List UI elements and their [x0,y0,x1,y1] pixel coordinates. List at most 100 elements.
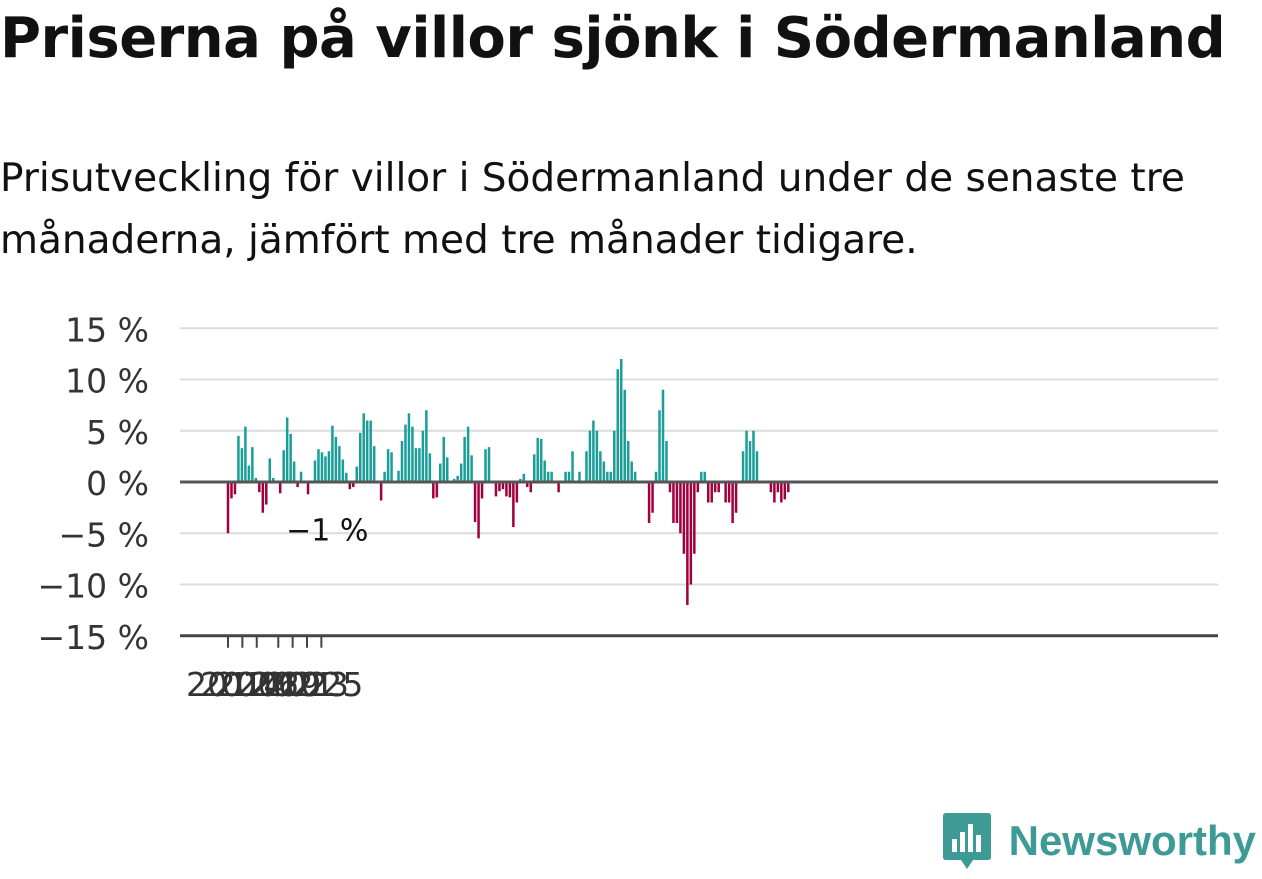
bar [689,482,693,585]
y-tick-label: 5 % [86,413,149,452]
bar [713,482,717,493]
bar [773,482,776,503]
bar [710,482,713,503]
bar [237,435,240,482]
bar [456,475,459,482]
y-tick-label: 15 % [65,310,149,349]
bar [745,430,748,482]
bar [352,482,355,488]
bar [498,482,501,492]
brand-logo: Newsworthy [942,813,1256,869]
bar [247,465,251,482]
bar [334,436,338,482]
bar [306,482,310,495]
bar [327,451,331,482]
bar [240,448,244,482]
bar [439,463,442,482]
bar [313,460,317,482]
bar [345,472,348,482]
bar-chart: 15 % 10 % 5 % 0 % −5 % −10 % −15 % 201220142016… [38,310,1218,704]
bar [741,451,745,482]
bar [679,482,682,534]
bar [532,454,536,482]
bar [585,451,588,482]
bar [233,482,237,495]
bar [536,437,539,482]
bar [512,482,515,528]
bar [425,410,428,482]
bar [258,482,261,493]
bar [494,482,498,497]
bar [609,471,613,482]
bar [445,457,449,482]
bar [717,482,720,493]
bar [362,413,365,482]
bar [578,471,581,482]
bar [588,430,592,482]
bar [317,449,320,482]
bar [693,482,696,554]
bar [626,441,630,482]
bar [633,471,637,482]
x-tick-label: 2019 [236,665,320,704]
bar [651,482,654,513]
bar [519,478,522,482]
x-tick-label: 2021 [251,665,335,704]
bar [672,482,675,523]
bar [515,482,519,503]
bar [230,482,233,499]
last-value-annotation: −1 % [286,513,368,548]
bar [727,482,731,503]
y-tick-label: −10 % [38,567,150,606]
bar [365,420,369,482]
bar [282,450,285,482]
bar [442,436,446,482]
y-tick-label: −15 % [38,618,150,657]
bar [505,482,508,497]
bar [369,420,372,482]
bar [682,482,686,554]
bar [271,477,275,482]
bar [595,430,599,482]
bar [459,463,463,482]
bar [254,477,258,482]
bar [619,359,623,482]
bar [675,482,679,523]
bar [484,449,487,482]
bar [411,426,414,482]
bar [404,424,407,482]
bar [421,430,425,482]
bar [400,441,404,482]
brand-name: Newsworthy [1008,817,1256,864]
chart-title: Priserna på villor sjönk i Södermanland [0,6,1226,71]
bar [731,482,734,523]
bar [724,482,727,503]
bar [480,482,484,499]
bar [289,433,292,482]
bar [470,455,473,482]
bar [665,441,668,482]
x-tick-label: 2025 [279,665,363,704]
bar [407,413,411,482]
bar [557,482,560,493]
bar [428,453,432,482]
x-tick-label: 2023 [265,665,349,704]
bar [734,482,738,513]
bar [630,461,633,482]
x-tick-label: 2016 [215,665,299,704]
bar [477,482,480,539]
bar [397,470,400,482]
bar [278,482,282,494]
bar [390,452,393,482]
bar [508,482,512,498]
bar [355,466,359,482]
x-tick-label: 2014 [200,665,284,704]
x-tick-label: 2012 [186,665,270,704]
bar [543,460,546,482]
bar [616,369,620,482]
y-tick-label: −5 % [59,515,150,554]
bar [567,471,571,482]
bar [661,389,665,482]
bar [466,426,470,482]
bar [686,482,689,605]
